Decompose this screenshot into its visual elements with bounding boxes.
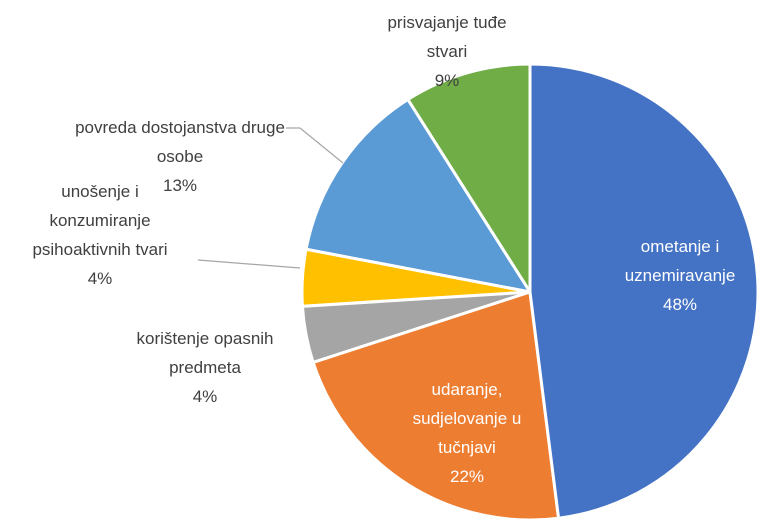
leader-line (286, 127, 344, 164)
category-label: korištenje opasnih predmeta (136, 329, 274, 377)
category-label: ometanje i uznemiravanje (624, 237, 736, 285)
value-label: 4% (192, 387, 218, 406)
slice-label: ometanje i uznemiravanje 48% (605, 232, 755, 319)
category-label: unošenje i konzumiranje psihoaktivnih tv… (32, 182, 168, 259)
category-label: udaranje, sudjelovanje u tučnjavi (412, 380, 522, 457)
leader-line (197, 259, 301, 269)
slice-label: udaranje, sudjelovanje u tučnjavi 22% (400, 375, 535, 491)
value-label: 48% (662, 295, 698, 314)
pie-slice (311, 290, 561, 522)
pie-slice (304, 97, 534, 295)
value-label: 9% (434, 71, 460, 90)
category-label: prisvajanje tuđe stvari (387, 13, 507, 61)
pie-slice (405, 62, 532, 298)
category-label: povreda dostojanstva druge osobe (75, 118, 285, 166)
value-label: 4% (87, 269, 113, 288)
pie-slice (528, 62, 758, 520)
slice-label: korištenje opasnih predmeta 4% (105, 324, 305, 411)
slice-label: unošenje i konzumiranje psihoaktivnih tv… (16, 177, 184, 293)
slice-label: povreda dostojanstva druge osobe 13% (65, 113, 295, 200)
slice-label: prisvajanje tuđe stvari 9% (367, 8, 527, 95)
value-label: 13% (162, 176, 198, 195)
value-label: 22% (449, 467, 485, 486)
